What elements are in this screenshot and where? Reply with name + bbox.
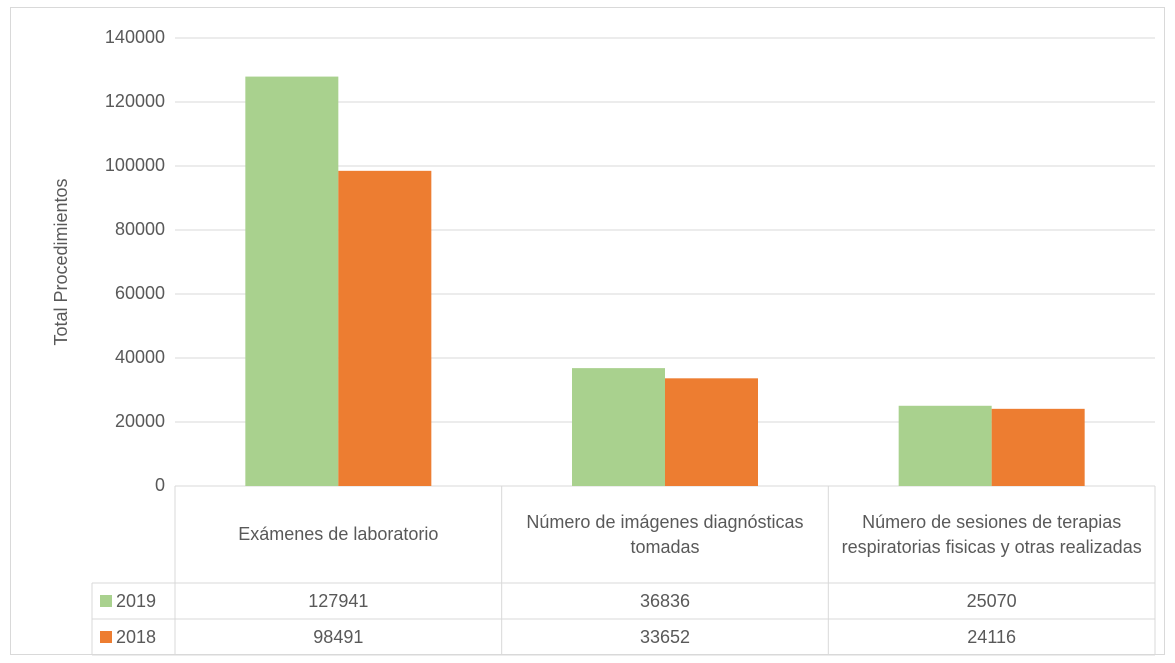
y-tick-label: 20000	[115, 411, 165, 431]
table-value: 36836	[639, 590, 691, 611]
legend-label: 2018	[116, 627, 156, 647]
y-tick-label: 80000	[115, 219, 165, 239]
y-axis-label: Total Procedimientos	[51, 178, 71, 345]
table-value: 127941	[308, 590, 369, 611]
bar	[665, 378, 758, 486]
y-tick-label: 100000	[105, 155, 165, 175]
chart-border	[10, 7, 1165, 655]
y-tick-label: 120000	[105, 91, 165, 111]
table-value: 24116	[967, 626, 1017, 647]
bar	[245, 76, 339, 486]
legend-key	[100, 631, 112, 643]
bar	[991, 408, 1085, 486]
bar	[572, 368, 665, 486]
y-tick-label: 60000	[115, 283, 165, 303]
bar	[338, 170, 432, 486]
table-value: 33652	[639, 626, 691, 647]
category-label: Número de imágenes diagnósticas tomadas	[526, 512, 804, 557]
bar	[898, 405, 992, 486]
y-tick-label: 0	[155, 475, 165, 495]
y-tick-label: 140000	[105, 27, 165, 47]
category-label: Número de sesiones de terapias respirato…	[841, 512, 1142, 557]
legend-label: 2019	[116, 591, 156, 611]
category-label: Exámenes de laboratorio	[238, 524, 439, 545]
legend-key	[100, 595, 112, 607]
y-tick-label: 40000	[115, 347, 165, 367]
table-value: 25070	[966, 590, 1017, 611]
table-value: 98491	[313, 626, 364, 647]
